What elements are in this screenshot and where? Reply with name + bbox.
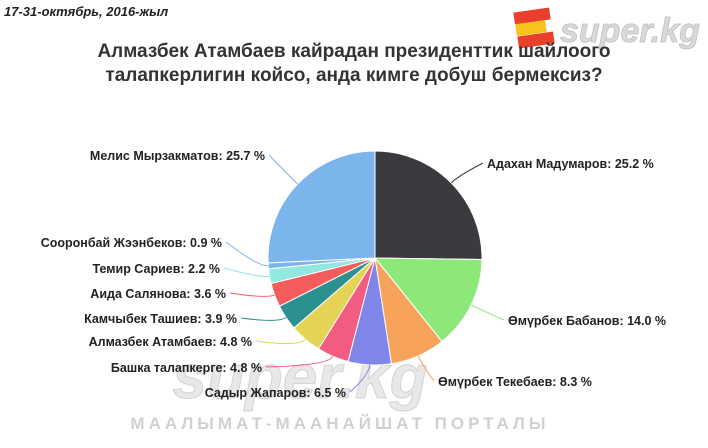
pie-slice (373, 257, 483, 343)
slice-label: Сооронбай Жээнбеков: 0.9 % (41, 236, 222, 250)
slice-connector (265, 356, 334, 368)
slice-label: Өмүрбек Текебаев: 8.3 % (438, 375, 592, 389)
chart-title: Алмазбек Атамбаев кайрадан президенттик … (0, 40, 708, 88)
slice-connector (225, 241, 269, 267)
survey-date: 17-31-октябрь, 2016-жыл (4, 4, 169, 19)
slice-label: Адахан Мадумаров: 25.2 % (487, 157, 654, 171)
slice-connector (470, 304, 505, 321)
slice-connector (268, 154, 298, 185)
slice-connector (450, 162, 484, 184)
slice-label: Мелис Мырзакматов: 25.7 % (90, 149, 265, 163)
slice-label: Башка талапкерге: 4.8 % (111, 361, 262, 375)
slice-connector (255, 338, 306, 345)
chart-title-line-2: талапкерлигин койсо, анда кимге добуш бе… (105, 65, 603, 86)
slice-connector (417, 355, 435, 382)
pie-slice (267, 150, 376, 264)
chart-title-line-1: Алмазбек Атамбаев кайрадан президенттик … (97, 41, 611, 62)
logo-mark-icon (513, 7, 555, 49)
slice-connector (223, 267, 270, 277)
logo-text: super.kg (560, 12, 700, 50)
super-kg-logo: super.kg (513, 7, 700, 50)
slice-connector (240, 317, 287, 321)
slice-connector (229, 292, 275, 297)
slice-label: Камчыбек Ташиев: 3.9 % (84, 312, 237, 326)
pie-slice (374, 150, 483, 261)
slice-label: Темир Сариев: 2.2 % (92, 262, 220, 276)
slice-label: Алмазбек Атамбаев: 4.8 % (89, 335, 252, 349)
slice-label: Садыр Жапаров: 6.5 % (205, 386, 346, 400)
slice-label: Өмүрбек Бабанов: 14.0 % (508, 314, 666, 328)
watermark-tagline: МААЛЫМАТ-МААНАЙШАТ ПОРТАЛЫ (130, 414, 550, 433)
slice-label: Аида Салянова: 3.6 % (90, 287, 226, 301)
slice-connector (349, 364, 371, 393)
